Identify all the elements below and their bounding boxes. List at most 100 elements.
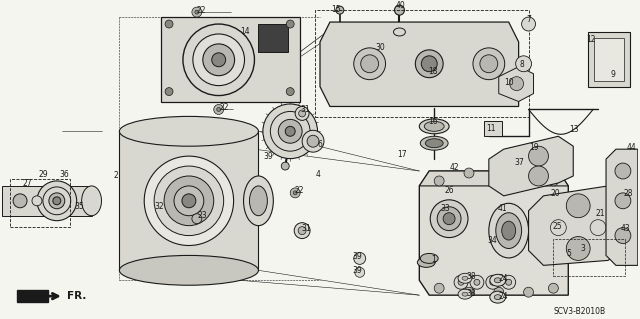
Ellipse shape: [394, 28, 405, 36]
Text: 26: 26: [444, 186, 454, 195]
Ellipse shape: [250, 186, 268, 216]
Ellipse shape: [120, 256, 259, 285]
Text: 38: 38: [466, 272, 476, 281]
Ellipse shape: [294, 223, 310, 239]
Ellipse shape: [43, 187, 71, 215]
Text: 7: 7: [527, 15, 531, 24]
Ellipse shape: [164, 176, 214, 226]
Text: 12: 12: [586, 35, 596, 44]
Text: 44: 44: [627, 143, 637, 152]
Text: 34: 34: [488, 236, 497, 245]
Circle shape: [458, 279, 464, 285]
Ellipse shape: [120, 116, 259, 146]
Polygon shape: [489, 136, 573, 196]
Ellipse shape: [174, 186, 204, 216]
Text: 24: 24: [499, 274, 508, 283]
Ellipse shape: [354, 48, 385, 80]
Circle shape: [165, 20, 173, 28]
Circle shape: [434, 176, 444, 186]
Text: 8: 8: [520, 60, 524, 69]
Circle shape: [354, 252, 365, 264]
Ellipse shape: [494, 278, 501, 283]
Text: 27: 27: [22, 179, 32, 189]
Text: 29: 29: [39, 169, 49, 179]
Ellipse shape: [494, 295, 501, 300]
Text: 22: 22: [220, 103, 229, 112]
Ellipse shape: [307, 135, 319, 147]
Polygon shape: [320, 22, 518, 107]
Ellipse shape: [415, 50, 443, 78]
Polygon shape: [529, 186, 623, 265]
Circle shape: [195, 10, 199, 14]
Text: 42: 42: [450, 163, 460, 172]
Ellipse shape: [182, 194, 196, 208]
Text: 15: 15: [331, 5, 340, 14]
Text: 4: 4: [316, 169, 321, 179]
Ellipse shape: [490, 274, 506, 286]
Ellipse shape: [420, 136, 448, 150]
Polygon shape: [499, 67, 534, 101]
Ellipse shape: [298, 226, 306, 234]
Text: 39: 39: [264, 152, 273, 161]
Ellipse shape: [458, 273, 472, 283]
Ellipse shape: [154, 166, 223, 235]
Text: SCV3-B2010B: SCV3-B2010B: [554, 307, 605, 315]
Text: 38: 38: [466, 289, 476, 298]
Circle shape: [293, 191, 297, 195]
Ellipse shape: [430, 200, 468, 238]
Text: 22: 22: [294, 186, 303, 195]
Bar: [554, 239, 625, 276]
Circle shape: [506, 279, 511, 285]
Circle shape: [522, 17, 536, 31]
Text: 19: 19: [529, 143, 539, 152]
Circle shape: [336, 6, 344, 14]
Circle shape: [494, 287, 504, 297]
Ellipse shape: [193, 34, 244, 85]
Ellipse shape: [53, 197, 61, 205]
Polygon shape: [120, 131, 259, 270]
Polygon shape: [17, 290, 48, 302]
Bar: [484, 121, 502, 136]
Text: 36: 36: [60, 169, 70, 179]
Circle shape: [524, 168, 534, 178]
Ellipse shape: [302, 130, 324, 152]
Polygon shape: [419, 171, 568, 295]
Text: 39: 39: [353, 266, 362, 275]
Circle shape: [509, 77, 524, 91]
Text: 14: 14: [241, 27, 250, 36]
Circle shape: [454, 275, 468, 289]
Circle shape: [615, 193, 631, 209]
Circle shape: [165, 88, 173, 96]
Ellipse shape: [473, 48, 505, 80]
Circle shape: [286, 88, 294, 96]
Ellipse shape: [212, 53, 226, 67]
Circle shape: [434, 283, 444, 293]
Circle shape: [192, 214, 202, 224]
Circle shape: [615, 163, 631, 179]
Ellipse shape: [299, 110, 305, 117]
Text: 1: 1: [431, 255, 436, 264]
Text: 39: 39: [353, 252, 362, 261]
Ellipse shape: [419, 119, 449, 134]
Ellipse shape: [502, 221, 516, 240]
Text: 13: 13: [569, 125, 579, 134]
Ellipse shape: [144, 156, 234, 246]
Text: 32: 32: [154, 202, 164, 211]
Text: 10: 10: [504, 78, 513, 87]
Text: 9: 9: [611, 70, 616, 79]
Text: 25: 25: [552, 222, 562, 231]
Ellipse shape: [443, 213, 455, 225]
Text: 20: 20: [550, 189, 560, 198]
Ellipse shape: [490, 291, 506, 303]
Circle shape: [290, 188, 300, 198]
Circle shape: [486, 275, 500, 289]
Text: 11: 11: [486, 124, 495, 133]
Text: 31: 31: [301, 224, 311, 233]
Ellipse shape: [480, 55, 498, 73]
Circle shape: [490, 279, 496, 285]
Ellipse shape: [285, 126, 295, 136]
Circle shape: [524, 287, 534, 297]
Ellipse shape: [244, 176, 273, 226]
Bar: [259, 24, 288, 52]
Circle shape: [529, 146, 548, 166]
